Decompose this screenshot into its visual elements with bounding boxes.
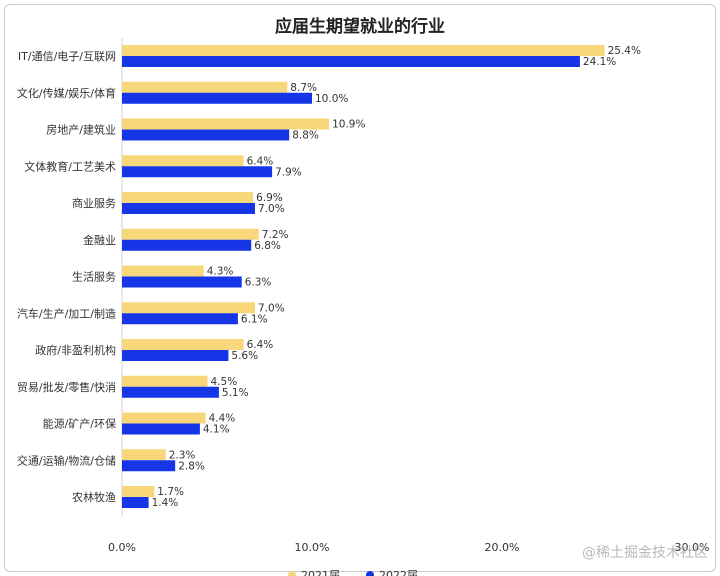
category-label: 商业服务 [72, 196, 116, 210]
bar-series1 [122, 265, 204, 277]
data-label: 2.3% [169, 449, 196, 461]
legend-label: 2022届 [379, 569, 418, 576]
bar-series2 [122, 129, 290, 141]
category-label: 文体教育/工艺美术 [24, 159, 116, 173]
data-label: 6.4% [247, 155, 274, 167]
category-label: 生活服务 [72, 270, 116, 284]
data-label: 1.4% [152, 497, 179, 509]
bar-series1 [122, 449, 166, 461]
bar-series1 [122, 45, 605, 56]
bar-series1 [122, 302, 255, 314]
legend-marker [366, 571, 374, 576]
data-label: 4.4% [209, 413, 236, 425]
data-label: 7.2% [262, 229, 289, 241]
data-label: 6.8% [254, 240, 281, 252]
data-label: 7.9% [275, 166, 302, 178]
x-tick-label: 10.0% [295, 541, 330, 554]
category-label: 交通/运输/物流/仓储 [17, 453, 116, 467]
bar-series1 [122, 228, 259, 240]
data-label: 7.0% [258, 302, 285, 314]
bar-series1 [122, 486, 155, 497]
data-label: 4.5% [211, 376, 238, 388]
category-label: 文化/传媒/娱乐/体育 [17, 86, 116, 100]
data-label: 5.1% [222, 387, 249, 399]
x-tick-label: 0.0% [108, 541, 136, 554]
bar-series2 [122, 203, 255, 214]
bar-series1 [122, 81, 288, 93]
data-label: 6.4% [247, 339, 274, 351]
data-label: 6.9% [256, 192, 283, 204]
bar-series2 [122, 92, 312, 104]
bar-series2 [122, 350, 229, 361]
data-label: 6.1% [241, 313, 268, 325]
data-label: 4.3% [207, 266, 234, 278]
category-label: 农林牧渔 [72, 490, 116, 504]
data-label: 10.0% [315, 93, 348, 105]
bar-series1 [122, 375, 208, 387]
bar-series1 [122, 412, 206, 424]
data-label: 4.1% [203, 424, 230, 436]
bar-series2 [122, 166, 273, 178]
bar-series2 [122, 276, 242, 288]
bar-series2 [122, 56, 580, 67]
category-label: 能源/矿产/环保 [43, 417, 116, 431]
watermark-text: @稀土掘金技术社区 [582, 545, 708, 561]
bar-series2 [122, 460, 176, 472]
category-label: 贸易/批发/零售/快消 [17, 380, 116, 394]
chart-title: 应届生期望就业的行业 [275, 17, 445, 37]
data-label: 25.4% [608, 45, 641, 57]
category-label: 金融业 [83, 233, 116, 247]
data-label: 5.6% [231, 350, 258, 362]
bar-series2 [122, 497, 149, 508]
bar-series1 [122, 192, 254, 203]
data-label: 7.0% [258, 203, 285, 215]
category-label: 汽车/生产/加工/制造 [17, 306, 116, 320]
bar-series2 [122, 423, 200, 435]
category-label: 政府/非盈利机构 [35, 343, 116, 357]
category-label: IT/通信/电子/互联网 [18, 50, 116, 63]
bar-series1 [122, 155, 244, 167]
bar-series2 [122, 386, 219, 398]
bar-series1 [122, 118, 330, 130]
bar-series1 [122, 339, 244, 350]
data-label: 2.8% [178, 460, 205, 472]
legend-marker [288, 571, 296, 576]
x-tick-label: 20.0% [485, 541, 520, 554]
category-label: 房地产/建筑业 [46, 123, 116, 137]
data-label: 6.3% [245, 277, 272, 289]
data-label: 1.7% [157, 486, 184, 498]
data-label: 10.9% [332, 119, 365, 131]
data-label: 24.1% [583, 56, 616, 68]
data-label: 8.8% [292, 130, 319, 142]
data-label: 8.7% [290, 82, 317, 94]
bar-series2 [122, 239, 252, 251]
legend-label: 2021届 [301, 569, 340, 576]
x-tick-label: 30.0% [675, 541, 710, 554]
bar-series2 [122, 313, 238, 325]
